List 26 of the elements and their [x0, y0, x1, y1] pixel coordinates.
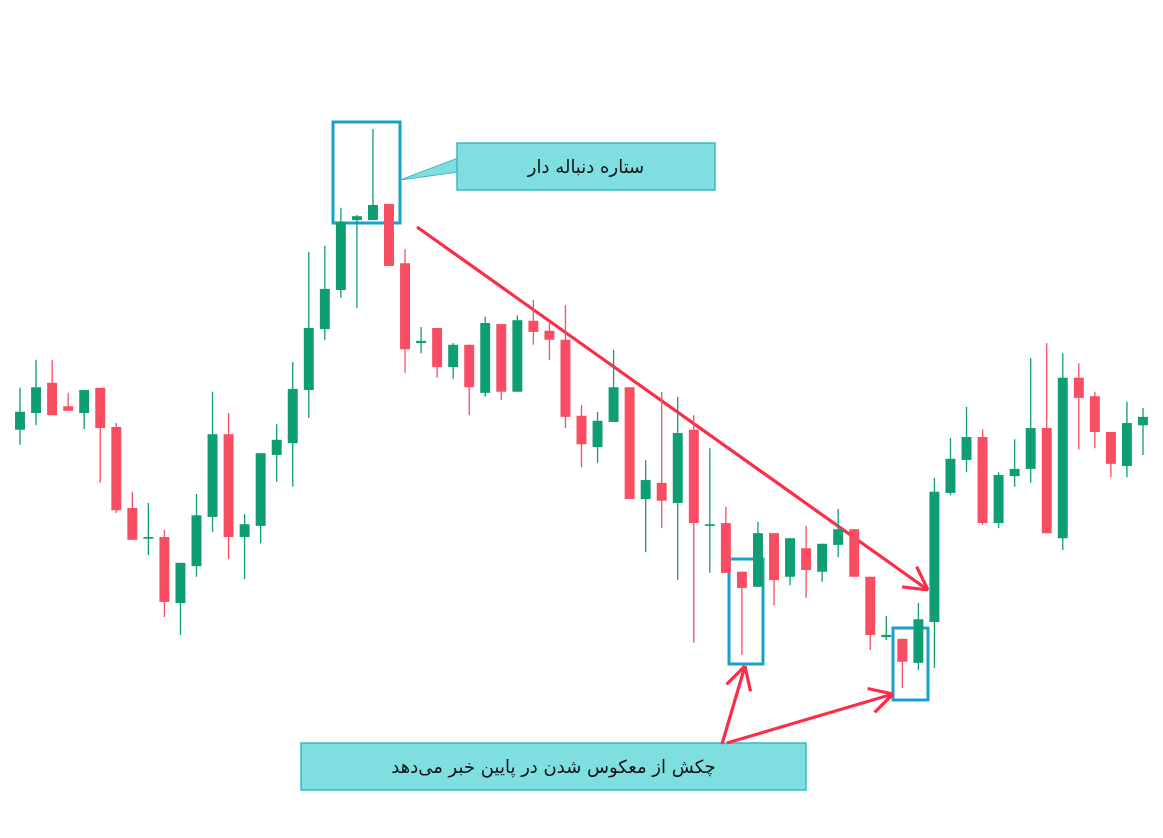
candlestick — [961, 406, 972, 473]
candlestick — [528, 299, 539, 346]
candlestick — [1138, 407, 1148, 456]
candlestick — [416, 326, 427, 354]
candlestick — [239, 513, 250, 580]
candlestick — [1073, 362, 1084, 451]
candlestick — [736, 571, 747, 656]
candlestick — [15, 387, 25, 446]
candlestick — [63, 392, 74, 412]
candlestick — [801, 525, 812, 599]
candlestick — [897, 638, 908, 689]
candlestick — [367, 128, 378, 221]
candlestick — [881, 615, 892, 641]
candlestick — [351, 214, 362, 309]
candlestick — [1009, 438, 1020, 488]
candlestick — [704, 447, 715, 574]
candlestick — [656, 391, 667, 529]
text: چکش از معکوس شدن در پایین خبر می‌دهد — [391, 756, 716, 778]
candlestick — [143, 502, 154, 556]
candlestick — [79, 389, 90, 430]
annotation: ستاره دنباله دار — [526, 156, 645, 177]
candlestick — [833, 508, 844, 558]
candlestick — [271, 423, 282, 483]
candlestick — [544, 321, 555, 361]
candlestick — [448, 342, 459, 380]
candlestick — [640, 459, 651, 553]
